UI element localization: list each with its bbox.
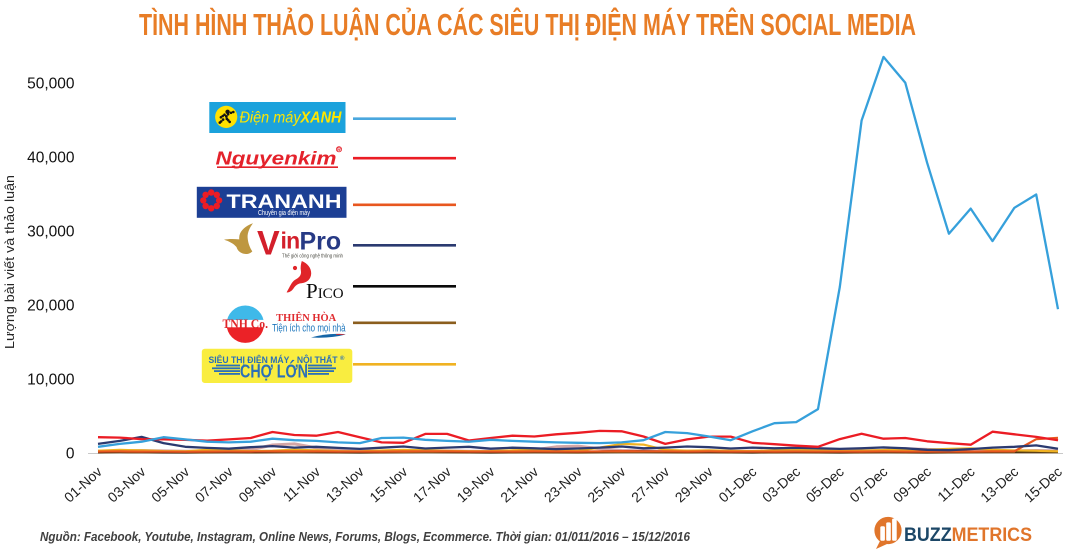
svg-text:Tiện ích cho mọi nhà: Tiện ích cho mọi nhà	[272, 323, 346, 335]
svg-text:50,000: 50,000	[27, 76, 75, 93]
svg-text:10,000: 10,000	[27, 372, 75, 389]
svg-text:Lượng bài viết và thảo luận: Lượng bài viết và thảo luận	[2, 175, 17, 349]
svg-text:V: V	[257, 225, 280, 263]
svg-text:Nguồn: Facebook, Youtube, Inst: Nguồn: Facebook, Youtube, Instagram, Onl…	[40, 530, 691, 544]
svg-text:SIÊU THỊ ĐIỆN MÁY - NỘI THẤT: SIÊU THỊ ĐIỆN MÁY - NỘI THẤT	[209, 354, 338, 366]
svg-text:30,000: 30,000	[27, 224, 75, 241]
svg-text:®: ®	[340, 355, 345, 362]
svg-text:TRANANH: TRANANH	[227, 192, 342, 213]
svg-text:20,000: 20,000	[27, 298, 75, 315]
svg-text:TÌNH HÌNH THẢO LUẬN CỦA CÁC SI: TÌNH HÌNH THẢO LUẬN CỦA CÁC SIÊU THỊ ĐIỆ…	[139, 6, 916, 42]
svg-text:Pro: Pro	[300, 228, 342, 256]
svg-text:TNH Co.: TNH Co.	[223, 317, 269, 331]
svg-text:CHỢ LỚN: CHỢ LỚN	[240, 361, 308, 382]
svg-text:0: 0	[66, 446, 75, 463]
svg-text:R: R	[337, 147, 341, 153]
svg-text:Nguyenkim: Nguyenkim	[216, 149, 337, 169]
svg-text:Chuyên gia điện máy: Chuyên gia điện máy	[258, 210, 310, 217]
svg-text:40,000: 40,000	[27, 150, 75, 167]
svg-text:BUZZMETRICS: BUZZMETRICS	[904, 525, 1032, 546]
svg-text:in: in	[281, 228, 300, 254]
svg-text:Điện máyXANH: Điện máyXANH	[240, 110, 343, 127]
svg-text:Thế giới công nghệ thông minh: Thế giới công nghệ thông minh	[282, 254, 343, 260]
svg-text:THIÊN HÒA: THIÊN HÒA	[276, 312, 337, 324]
